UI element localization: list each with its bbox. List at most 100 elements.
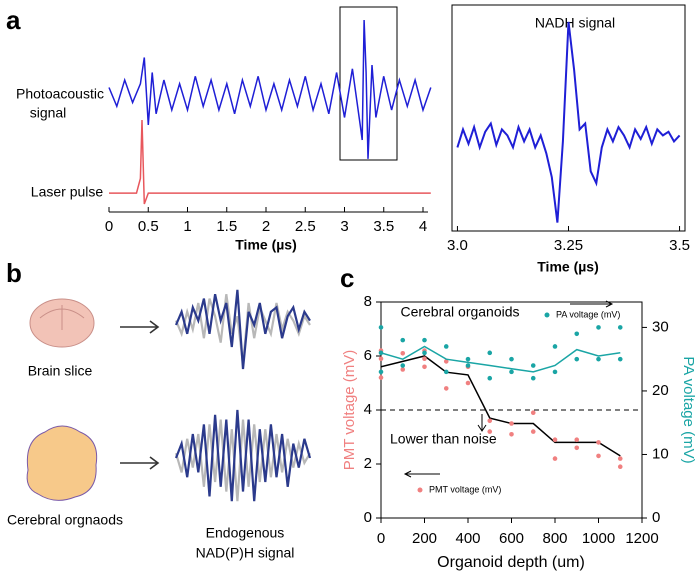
annotation: Lower than noise	[390, 431, 497, 447]
x-tick-label: 3.5	[373, 218, 394, 235]
label: Photoacoustic	[16, 86, 104, 102]
data-point	[617, 456, 623, 461]
data-point	[443, 369, 449, 375]
data-point	[378, 375, 384, 380]
label: NAD(P)H signal	[196, 545, 295, 561]
x-tick-label: 1	[183, 218, 191, 235]
x-tick-label: 2.5	[295, 218, 316, 235]
organoid-icon	[26, 425, 98, 501]
x-axis-title: Organoid depth (um)	[437, 554, 585, 571]
data-point	[378, 325, 384, 330]
mean-line	[380, 345, 621, 373]
x-tick-label: 4	[419, 218, 427, 235]
data-point	[378, 356, 384, 362]
label: Laser pulse	[31, 184, 104, 200]
x-tick-label: 0.5	[138, 218, 159, 235]
legend-marker	[544, 312, 550, 318]
x-tick-label: 600	[499, 530, 524, 547]
data-point	[422, 337, 427, 343]
x-tick-label: 3.5	[669, 237, 690, 254]
data-point	[552, 369, 558, 375]
y2-tick-label: 10	[652, 445, 669, 462]
legend-label: PMT voltage (mV)	[429, 484, 501, 494]
label: signal	[30, 105, 67, 121]
y-axis-title: PMT voltage (mV)	[341, 350, 358, 471]
x-tick-label: 200	[412, 530, 437, 547]
annotation-arrow	[477, 414, 487, 432]
y2-tick-label: 30	[652, 318, 669, 335]
x-axis-title: Time (µs)	[235, 237, 297, 253]
data-point	[487, 418, 493, 424]
y-tick-label: 4	[364, 401, 372, 418]
data-point	[530, 429, 536, 434]
x-tick-label: 800	[542, 530, 567, 547]
waveform	[174, 289, 311, 370]
x-tick-label: 400	[455, 530, 480, 547]
y2-tick-label: 0	[652, 509, 660, 526]
x-tick-label: 3	[340, 218, 348, 235]
data-point	[574, 331, 580, 337]
arrow	[120, 320, 160, 470]
y-tick-label: 8	[364, 293, 372, 310]
x-tick-label: 1200	[625, 530, 658, 547]
data-point	[596, 440, 601, 445]
data-point	[422, 364, 427, 370]
waveform	[174, 409, 312, 502]
panel-label: b	[6, 258, 22, 288]
chart-title: Cerebral organoids	[400, 304, 519, 320]
legend-label: PA voltage (mV)	[556, 309, 620, 319]
data-point	[378, 350, 384, 356]
data-point	[574, 437, 580, 443]
signal-line	[109, 119, 431, 205]
panel-label: a	[6, 5, 21, 35]
x-tick-label: 2	[262, 218, 270, 235]
data-point	[400, 367, 406, 372]
data-point	[596, 356, 601, 362]
x-tick-label: 3.25	[554, 237, 583, 254]
x-tick-label: 0	[377, 530, 385, 547]
label: Brain slice	[28, 363, 93, 379]
data-point	[530, 410, 536, 416]
data-point	[443, 359, 449, 364]
data-point	[443, 344, 449, 349]
data-point	[552, 456, 558, 461]
data-point	[465, 363, 471, 368]
data-point	[617, 464, 623, 470]
data-point	[552, 437, 558, 443]
data-point	[487, 375, 493, 381]
signal-line	[456, 21, 681, 223]
y-tick-label: 6	[364, 347, 372, 364]
y2-axis-title: PA voltage (mV)	[680, 356, 697, 463]
label: Endogenous	[206, 525, 285, 541]
label: Cerebral orgnaods	[7, 512, 123, 528]
legend-arrow	[403, 300, 614, 478]
y2-tick-label: 20	[652, 382, 669, 399]
data-point	[487, 350, 493, 356]
data-point	[596, 453, 601, 459]
data-point	[574, 356, 580, 362]
zoom-title: NADH signal	[535, 15, 615, 31]
data-point	[617, 356, 623, 362]
data-point	[530, 375, 536, 381]
panel-label: c	[340, 263, 354, 293]
data-point	[574, 445, 580, 451]
zoom-box	[339, 6, 398, 161]
data-point	[465, 380, 471, 386]
data-point	[378, 369, 384, 375]
x-tick-label: 0	[105, 218, 113, 235]
legend-marker	[417, 487, 423, 493]
data-point	[617, 325, 623, 330]
data-point	[400, 337, 406, 343]
data-point	[400, 351, 406, 356]
data-point	[509, 369, 514, 375]
data-point	[552, 344, 558, 349]
y-tick-label: 0	[364, 509, 372, 526]
y-tick-label: 2	[364, 455, 372, 472]
data-point	[530, 363, 536, 368]
waveform	[174, 419, 311, 502]
data-point	[487, 429, 493, 434]
x-axis-title: Time (µs)	[537, 259, 599, 275]
x-tick-label: 1.5	[216, 218, 237, 235]
data-point	[509, 432, 514, 437]
